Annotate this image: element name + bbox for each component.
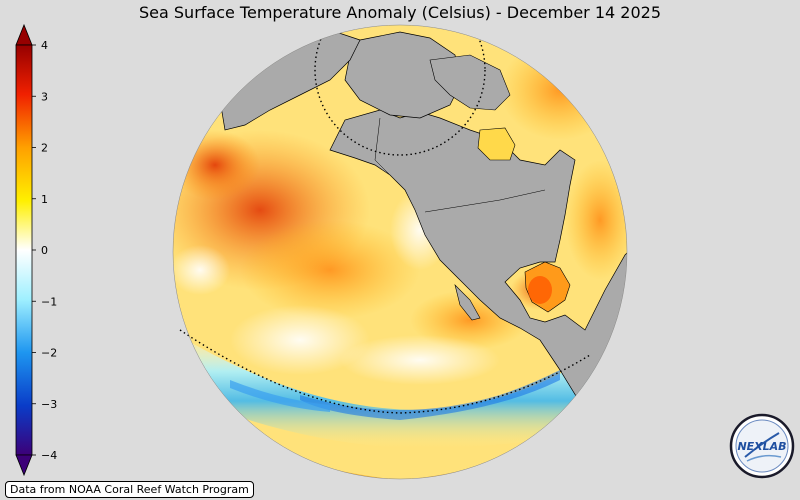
colorbar: 4 3 2 1 0 −1 −2 −3 −4 bbox=[15, 23, 57, 477]
colorbar-tick-label: −1 bbox=[41, 295, 57, 308]
colorbar-tick-label: 1 bbox=[41, 193, 48, 206]
colorbar-tick-label: −3 bbox=[41, 398, 57, 411]
logo-text: NEXLAB bbox=[737, 440, 786, 453]
cold-anomaly-band bbox=[173, 330, 600, 449]
land-arctic-islands bbox=[429, 54, 511, 111]
colorbar-extend-bottom bbox=[15, 454, 33, 477]
warm-anomaly-west bbox=[173, 130, 260, 200]
globe-content bbox=[173, 25, 627, 479]
colorbar-tick-label: −2 bbox=[41, 347, 57, 360]
colorbar-tick-label: −4 bbox=[41, 449, 57, 462]
arctic-circle-line bbox=[314, 25, 486, 156]
colorbar-tick-label: 0 bbox=[41, 244, 48, 257]
map-title: Sea Surface Temperature Anomaly (Celsius… bbox=[139, 3, 661, 22]
colorbar-tick-label: 3 bbox=[41, 90, 48, 103]
globe-outline bbox=[172, 24, 628, 480]
data-credit: Data from NOAA Coral Reef Watch Program bbox=[5, 481, 254, 498]
land-greenland bbox=[344, 31, 461, 119]
colorbar-tick-label: 2 bbox=[41, 142, 48, 155]
colorbar-tick-label: 4 bbox=[41, 39, 48, 52]
equator-line bbox=[179, 329, 591, 414]
nexlab-logo: NEXLAB bbox=[729, 413, 795, 479]
